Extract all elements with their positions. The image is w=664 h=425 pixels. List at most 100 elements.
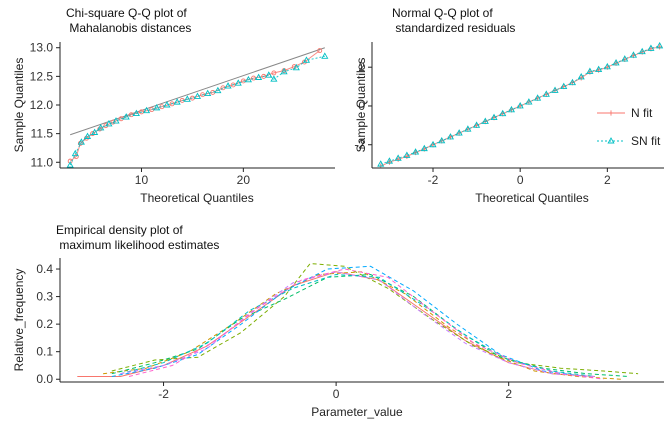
data-point	[224, 82, 232, 89]
chart-title-line-1: Normal Q-Q plot of	[392, 6, 493, 20]
series-line	[69, 50, 320, 162]
data-point	[534, 94, 542, 101]
plot-area	[77, 263, 639, 380]
data-point	[473, 121, 481, 128]
chart-title-line-1: Empirical density plot of	[56, 223, 183, 237]
data-point	[265, 71, 273, 78]
data-point	[647, 44, 655, 51]
density-line	[111, 263, 639, 375]
legend-marker	[608, 110, 614, 116]
y-tick-label: -2	[354, 138, 365, 152]
data-point	[234, 79, 242, 86]
data-point	[560, 82, 568, 90]
data-point	[429, 140, 437, 148]
x-ticks: -2 0 2	[158, 382, 512, 401]
data-point	[105, 119, 113, 127]
x-ticks: -2 0 2	[428, 168, 611, 187]
data-point	[143, 106, 151, 114]
data-point	[525, 98, 533, 105]
data-point	[595, 65, 603, 72]
data-point	[204, 89, 212, 96]
data-point	[629, 51, 638, 58]
density-line	[103, 271, 621, 380]
chart-title-line-2: maximum likelihood estimates	[56, 238, 219, 252]
data-point	[163, 101, 171, 108]
y-tick-label: 12.0	[30, 98, 54, 112]
x-tick-label: 20	[237, 173, 251, 187]
x-tick-label: -2	[428, 173, 439, 187]
data-point	[200, 92, 206, 98]
data-point	[173, 98, 181, 105]
data-point	[507, 105, 516, 113]
data-point	[193, 92, 202, 99]
data-point	[438, 136, 446, 144]
data-point	[112, 117, 120, 124]
data-point	[420, 144, 428, 152]
data-point	[412, 148, 420, 155]
plot-area	[377, 42, 664, 168]
x-axis-title: Theoretical Quantiles	[140, 191, 253, 205]
y-tick-label: 0.0	[36, 372, 53, 386]
y-tick-label: 11.0	[31, 155, 54, 169]
data-point	[280, 67, 288, 75]
density-line	[120, 271, 596, 377]
data-point	[621, 55, 629, 62]
data-point	[110, 119, 116, 125]
y-tick-label: 0.2	[36, 317, 53, 331]
data-point	[551, 86, 559, 93]
data-point	[132, 109, 140, 117]
x-ticks: 10 20	[135, 168, 251, 187]
data-point	[317, 48, 323, 54]
y-tick-label: 2	[358, 60, 365, 74]
data-point	[542, 90, 550, 97]
data-point	[271, 70, 277, 76]
data-point	[385, 157, 394, 164]
data-point	[122, 113, 130, 120]
legend-label: SN fit	[631, 134, 661, 148]
normal-qq-panel: Normal Q-Q plot of standardized residual…	[354, 6, 664, 205]
y-axis-title: Sample Quantiles	[12, 58, 26, 153]
data-point	[499, 109, 507, 117]
data-point	[71, 149, 79, 157]
density-line	[120, 274, 596, 377]
density-panel: Empirical density plot of maximum likeli…	[12, 223, 664, 419]
y-ticks: 11.0 11.5 12.0 12.5 13.0	[30, 41, 60, 169]
x-axis-title: Theoretical Quantiles	[475, 191, 588, 205]
legend-label: N fit	[631, 106, 653, 120]
data-point	[66, 161, 74, 168]
x-tick-label: -2	[158, 387, 169, 401]
x-tick-label: 0	[517, 173, 524, 187]
chart-title-line-2: Mahalanobis distances	[66, 21, 191, 35]
chi-square-qq-panel: Chi-square Q-Q plot of Mahalanobis dista…	[12, 6, 335, 205]
data-point	[270, 75, 278, 82]
plot-area	[66, 47, 329, 168]
data-point	[586, 67, 594, 74]
x-tick-label: 10	[135, 173, 149, 187]
legend: N fit SN fit	[597, 106, 661, 148]
data-point	[244, 75, 252, 83]
data-point	[377, 160, 385, 167]
y-tick-label: 13.0	[30, 41, 54, 55]
data-point	[261, 73, 267, 79]
y-tick-label: 0.1	[36, 345, 53, 359]
y-axis-title: Sample Quantiles	[354, 58, 368, 153]
data-point	[183, 95, 191, 102]
data-point	[292, 63, 300, 71]
data-point	[214, 86, 222, 94]
density-line	[111, 265, 587, 377]
data-point	[403, 151, 411, 158]
chart-title-line-1: Chi-square Q-Q plot of	[66, 6, 187, 20]
data-point	[255, 73, 263, 80]
y-ticks: -2 0 2	[354, 60, 372, 152]
data-point	[446, 133, 455, 140]
y-tick-label: 0	[358, 99, 365, 113]
data-point	[302, 56, 311, 63]
y-tick-label: 0.4	[36, 262, 53, 276]
data-point	[321, 52, 329, 59]
x-tick-label: 2	[505, 387, 512, 401]
data-point	[638, 47, 646, 55]
data-point	[490, 113, 498, 121]
y-axis-title: Relative_frequency	[12, 269, 26, 372]
data-point	[568, 78, 577, 86]
